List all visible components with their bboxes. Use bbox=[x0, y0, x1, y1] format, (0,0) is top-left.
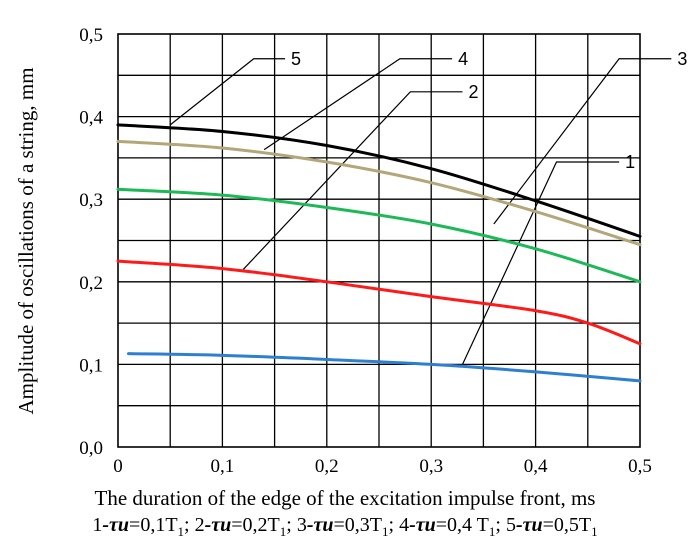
series-line-4 bbox=[116, 139, 642, 247]
x-tick-label: 0,3 bbox=[419, 456, 443, 477]
plot-border bbox=[117, 33, 641, 448]
leader-line-1 bbox=[461, 161, 620, 365]
curve-label-2: 2 bbox=[469, 82, 479, 102]
x-tick-label: 0 bbox=[113, 456, 123, 477]
leader-line-2 bbox=[242, 91, 463, 270]
curve-label-4: 4 bbox=[458, 49, 468, 69]
y-tick-label: 0,1 bbox=[79, 355, 103, 376]
grid bbox=[118, 34, 640, 447]
y-tick-label: 0,0 bbox=[79, 438, 103, 459]
x-tick-label: 0,5 bbox=[628, 456, 652, 477]
legend-entry-4: 4-τu=0,4 T1; bbox=[399, 514, 506, 539]
series-line-5 bbox=[116, 123, 642, 238]
leader-line-5 bbox=[169, 58, 286, 126]
leader-line-4 bbox=[263, 58, 453, 151]
legend-entry-2: 2-τu=0,2T1; bbox=[194, 514, 297, 539]
plot-frame bbox=[117, 33, 641, 448]
curves bbox=[116, 123, 642, 383]
y-tick-label: 0,5 bbox=[79, 25, 103, 46]
leader-lines: 1 2 3 4 5 bbox=[169, 49, 687, 365]
legend: 1-τu=0,1T1; 2-τu=0,2T1; 3-τu=0,3T1; 4-τu… bbox=[0, 514, 690, 540]
series-line-2 bbox=[116, 259, 642, 346]
curve-label-3: 3 bbox=[677, 49, 687, 69]
series-line-1 bbox=[126, 352, 642, 383]
x-tick-label: 0,4 bbox=[524, 456, 548, 477]
leader-line-3 bbox=[493, 58, 672, 225]
curve-label-1: 1 bbox=[625, 152, 635, 172]
y-tick-label: 0,4 bbox=[79, 108, 103, 129]
legend-entry-1: 1-τu=0,1T1; bbox=[92, 514, 195, 539]
y-axis-label: Amplitude of oscillations of a string, m… bbox=[14, 67, 38, 414]
y-tick-labels: 0,0 0,1 0,2 0,3 0,4 0,5 bbox=[79, 25, 103, 459]
x-tick-labels: 0 0,1 0,2 0,3 0,4 0,5 bbox=[113, 456, 652, 477]
x-tick-label: 0,1 bbox=[211, 456, 235, 477]
curve-label-5: 5 bbox=[291, 49, 301, 69]
legend-entry-5: 5-τu=0,5T1 bbox=[505, 514, 598, 539]
y-tick-label: 0,2 bbox=[79, 273, 103, 294]
x-tick-label: 0,2 bbox=[315, 456, 339, 477]
y-tick-label: 0,3 bbox=[79, 190, 103, 211]
series-line-3 bbox=[116, 187, 642, 284]
x-axis-label: The duration of the edge of the excitati… bbox=[94, 486, 596, 510]
legend-entry-3: 3-τu=0,3T1; bbox=[296, 514, 400, 539]
